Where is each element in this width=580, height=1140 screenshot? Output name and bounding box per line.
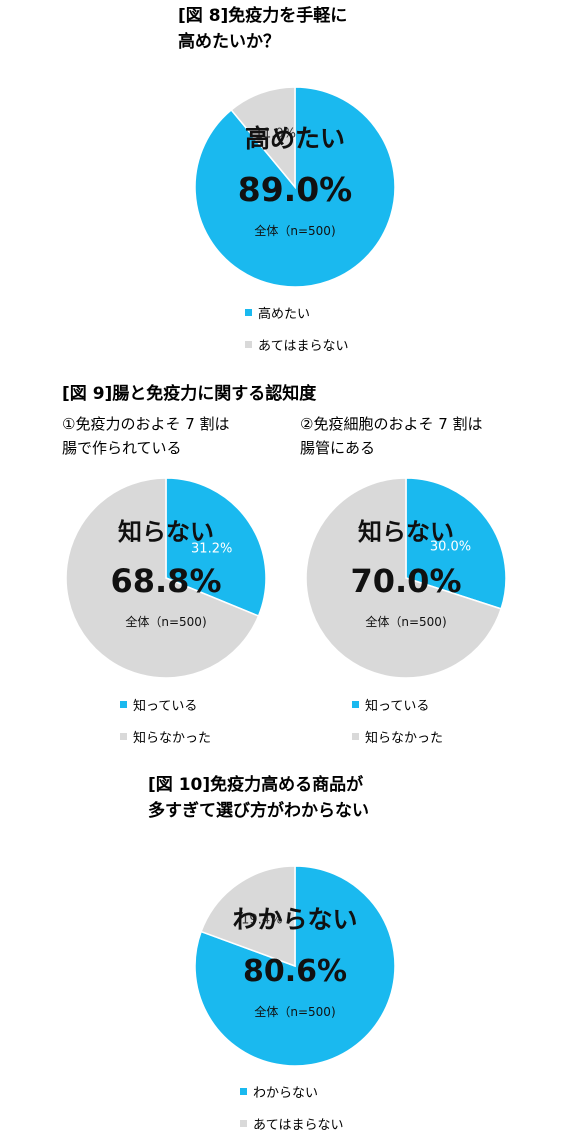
fig10-center-note: 全体（n=500) [254,1004,335,1019]
fig10-title-line1: [図 10]免疫力高める商品が [148,775,364,795]
fig9-right-legend-item: 知らなかった [352,727,443,746]
fig9-right-slice-primary [405,477,507,610]
fig9-left-legend-label: 知っている [133,699,198,714]
fig8-legend-item: あてはまらない [245,335,348,354]
fig10-legend-label: あてはまらない [253,1118,344,1133]
fig10-legend-item: わからない [240,1082,318,1101]
fig9-right-pie-chart: 30.0%知らない 70.0% 全体（n=500) [305,477,507,679]
fig9-right-center-note: 全体（n=500) [365,614,446,629]
fig9-right-center-label: 知らない [358,518,454,546]
fig9-left-legend-label: 知らなかった [133,731,212,746]
fig9-right-subtitle-line2: 腸管にある [300,439,376,457]
fig9-left-center-label: 知らない [118,518,214,546]
fig9-left-legend-item: 知っている [120,695,197,714]
fig9-left-slice-secondary [65,477,260,679]
fig10-center-label: わからない [232,905,357,934]
fig8-legend-swatch [245,341,252,348]
fig9-left-subtitle-line2: 腸で作られている [62,439,182,457]
fig9-right-legend-label: 知らなかった [365,731,444,746]
fig9-right-legend-item: 知っている [352,695,429,714]
fig10-slice-label-minor: 19.4% [241,912,282,927]
fig8-legend-label: 高めたい [258,307,311,322]
fig8-center-value: 89.0% [238,170,353,209]
fig8-title-line2: 高めたいか？ [178,32,280,52]
fig9-right-legend: 知っている知らなかった [352,695,502,747]
fig10-legend-label: わからない [253,1086,319,1101]
fig9-left-center-note: 全体（n=500) [125,614,206,629]
fig9-right-slice-secondary [305,477,503,679]
fig8-slice-label-minor: 11.0% [255,126,296,141]
fig10-legend-item: あてはまらない [240,1114,343,1133]
fig8-title-line1: [図 8]免疫力を手軽に [178,6,348,26]
fig10-slice-secondary [200,865,296,968]
fig8-center-note: 全体（n=500) [254,223,335,238]
fig9-left-center-value: 68.8% [110,562,221,600]
fig10-legend: わからないあてはまらない [240,1082,400,1134]
fig9-left-legend-swatch [120,701,127,708]
fig8-legend: 高めたいあてはまらない [245,303,405,355]
fig9-right-slice-label-minor: 30.0% [430,540,471,555]
fig10-center-value: 80.6% [243,954,347,989]
fig9-left-legend: 知っている知らなかった [120,695,270,747]
fig9-title: [図 9]腸と免疫力に関する認知度 [62,384,317,404]
fig9-right-subtitle-line1: ②免疫細胞のおよそ 7 割は [300,415,483,433]
fig8-pie-chart: 11.0%高めたい 89.0% 全体（n=500) [194,86,396,288]
fig8-legend-swatch [245,309,252,316]
fig9-left-slice-primary [165,477,267,617]
fig8-center-label: 高めたい [245,124,345,153]
fig10-legend-swatch [240,1088,247,1095]
fig9-right-legend-label: 知っている [365,699,430,714]
fig8-slice-secondary [230,86,296,190]
fig9-left-slice-label-minor: 31.2% [191,541,232,556]
fig8-legend-label: あてはまらない [258,339,349,354]
fig10-pie-chart: 19.4%わからない 80.6% 全体（n=500) [194,865,396,1067]
fig8-legend-item: 高めたい [245,303,310,322]
fig9-right-legend-swatch [352,733,359,740]
fig9-right-legend-swatch [352,701,359,708]
fig9-left-subtitle-line1: ①免疫力のおよそ 7 割は [62,415,230,433]
fig9-left-legend-item: 知らなかった [120,727,211,746]
fig9-left-legend-swatch [120,733,127,740]
fig9-right-center-value: 70.0% [350,562,461,600]
fig10-legend-swatch [240,1120,247,1127]
fig10-title-line2: 多すぎて選び方がわからない [148,801,369,821]
fig9-left-pie-chart: 31.2%知らない 68.8% 全体（n=500) [65,477,267,679]
